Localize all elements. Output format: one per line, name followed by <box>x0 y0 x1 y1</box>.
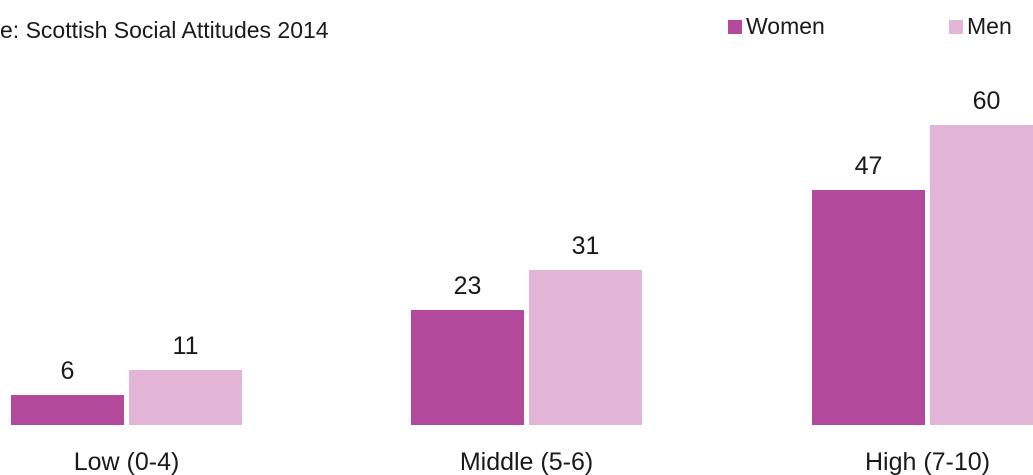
value-label-women-2: 47 <box>855 152 883 180</box>
source-text: e: Scottish Social Attitudes 2014 <box>0 17 329 43</box>
value-label-men-1: 31 <box>572 232 600 260</box>
value-label-men-0: 11 <box>173 332 199 360</box>
bar-men-1 <box>529 270 642 425</box>
legend-swatch-men <box>949 20 963 34</box>
bar-men-2 <box>930 125 1033 425</box>
category-label-1: Middle (5-6) <box>460 448 593 475</box>
legend-swatch-women <box>728 20 742 34</box>
bars <box>11 125 1033 425</box>
legend-label-men: Men <box>967 13 1012 39</box>
value-labels: 6 11 23 31 47 60 <box>61 87 1001 385</box>
category-label-0: Low (0-4) <box>74 448 180 475</box>
bar-men-0 <box>129 370 242 425</box>
bar-women-2 <box>812 190 925 425</box>
legend: Women Men <box>728 13 1012 39</box>
value-label-men-2: 60 <box>973 87 1001 115</box>
legend-label-women: Women <box>746 13 825 39</box>
value-label-women-1: 23 <box>454 272 482 300</box>
category-label-2: High (7-10) <box>865 448 990 475</box>
bar-women-0 <box>11 395 124 425</box>
bar-women-1 <box>411 310 524 425</box>
category-labels: Low (0-4) Middle (5-6) High (7-10) <box>74 448 990 475</box>
value-label-women-0: 6 <box>61 357 75 385</box>
